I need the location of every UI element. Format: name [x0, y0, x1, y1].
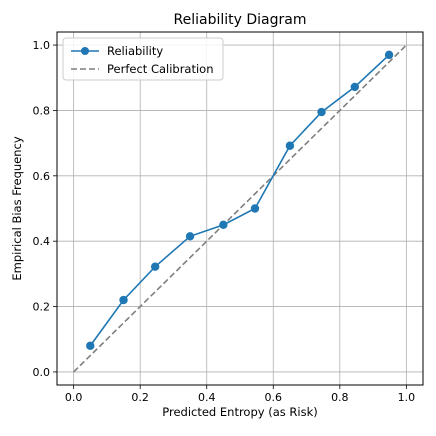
- ticks: 0.0 0.2 0.4 0.6 0.8 1.0 0.0 0.2 0.4 0.6 0.8 1.0: [33, 39, 416, 404]
- y-axis-label: Empirical Bias Frequency: [10, 136, 24, 280]
- x-tick-label: 0.2: [131, 391, 149, 404]
- series-layer: [73, 44, 407, 373]
- x-axis-label: Predicted Entropy (as Risk): [162, 405, 317, 419]
- y-tick-label: 0.4: [33, 235, 51, 248]
- reliability-point: [185, 232, 195, 241]
- reliability-line: [89, 54, 390, 347]
- grid: [57, 32, 423, 385]
- plot-frame: [56, 31, 424, 386]
- legend-reliability-marker: [81, 47, 89, 55]
- x-tick-label: 0.0: [65, 391, 83, 404]
- reliability-point: [285, 141, 295, 150]
- reliability-point: [384, 50, 394, 60]
- perfect-calibration-line: [73, 44, 407, 373]
- chart-title: Reliability Diagram: [174, 12, 307, 28]
- legend: Reliability Perfect Calibration: [62, 37, 224, 81]
- y-tick-label: 0.8: [33, 104, 51, 117]
- reliability-point: [250, 204, 260, 213]
- legend-box: [62, 37, 224, 81]
- y-tick-label: 1.0: [33, 39, 51, 52]
- reliability-point: [219, 220, 228, 230]
- reliability-point: [317, 107, 326, 117]
- x-tick-label: 0.4: [198, 391, 216, 404]
- y-tick-label: 0.2: [33, 301, 51, 314]
- legend-perfect-label: Perfect Calibration: [107, 62, 214, 76]
- x-tick-label: 0.8: [331, 391, 349, 404]
- x-tick-label: 1.0: [398, 391, 416, 404]
- legend-reliability-label: Reliability: [107, 44, 163, 58]
- y-tick-label: 0.0: [33, 366, 51, 379]
- reliability-point: [86, 341, 95, 350]
- reliability-point: [119, 295, 128, 305]
- x-tick-label: 0.6: [265, 391, 283, 404]
- reliability-point: [350, 82, 359, 92]
- y-tick-label: 0.6: [33, 170, 51, 183]
- reliability-point: [150, 262, 160, 271]
